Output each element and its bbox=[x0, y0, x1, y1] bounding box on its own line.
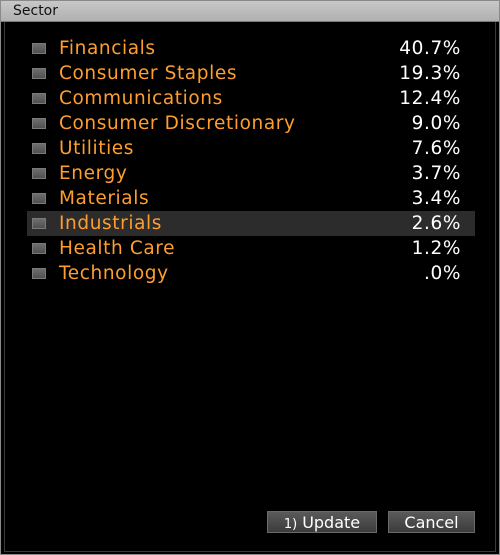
sector-label: Financials bbox=[59, 38, 156, 59]
sector-label: Health Care bbox=[59, 238, 176, 259]
sector-weight: 12.4% bbox=[399, 88, 461, 109]
sector-row-industrials[interactable]: Industrials 2.6% bbox=[27, 211, 475, 236]
checkbox[interactable] bbox=[32, 68, 46, 79]
update-label: Update bbox=[302, 513, 361, 532]
sector-weight: .0% bbox=[423, 263, 461, 284]
sector-row-financials[interactable]: Financials 40.7% bbox=[27, 36, 475, 61]
sector-row-consumer-discretionary[interactable]: Consumer Discretionary 9.0% bbox=[27, 111, 475, 136]
sector-row-technology[interactable]: Technology .0% bbox=[27, 261, 475, 286]
sector-label: Utilities bbox=[59, 138, 135, 159]
checkbox[interactable] bbox=[32, 218, 46, 229]
sector-row-health-care[interactable]: Health Care 1.2% bbox=[27, 236, 475, 261]
sector-row-consumer-staples[interactable]: Consumer Staples 19.3% bbox=[27, 61, 475, 86]
sector-weight: 2.6% bbox=[411, 213, 461, 234]
sector-row-materials[interactable]: Materials 3.4% bbox=[27, 186, 475, 211]
sector-label: Consumer Staples bbox=[59, 63, 238, 84]
checkbox[interactable] bbox=[32, 118, 46, 129]
checkbox[interactable] bbox=[32, 268, 46, 279]
checkbox[interactable] bbox=[32, 243, 46, 254]
dialog-title: Sector bbox=[1, 1, 499, 22]
sector-label: Consumer Discretionary bbox=[59, 113, 296, 134]
update-button[interactable]: 1) Update bbox=[267, 511, 377, 533]
sector-label: Communications bbox=[59, 88, 223, 109]
sector-row-communications[interactable]: Communications 12.4% bbox=[27, 86, 475, 111]
sector-label: Energy bbox=[59, 163, 128, 184]
checkbox[interactable] bbox=[32, 168, 46, 179]
sector-weight: 40.7% bbox=[399, 38, 461, 59]
sector-weight: 7.6% bbox=[411, 138, 461, 159]
checkbox[interactable] bbox=[32, 43, 46, 54]
update-shortcut-number: 1) bbox=[283, 517, 298, 532]
sector-list: Financials 40.7% Consumer Staples 19.3% … bbox=[27, 36, 475, 286]
sector-weight: 1.2% bbox=[411, 238, 461, 259]
sector-weight: 9.0% bbox=[411, 113, 461, 134]
sector-weight: 19.3% bbox=[399, 63, 461, 84]
sector-label: Industrials bbox=[59, 213, 163, 234]
checkbox[interactable] bbox=[32, 193, 46, 204]
sector-weight: 3.7% bbox=[411, 163, 461, 184]
sector-label: Materials bbox=[59, 188, 150, 209]
cancel-button[interactable]: Cancel bbox=[388, 511, 475, 533]
sector-row-energy[interactable]: Energy 3.7% bbox=[27, 161, 475, 186]
checkbox[interactable] bbox=[32, 93, 46, 104]
sector-label: Technology bbox=[59, 263, 169, 284]
cancel-label: Cancel bbox=[404, 513, 459, 532]
checkbox[interactable] bbox=[32, 143, 46, 154]
sector-panel: Financials 40.7% Consumer Staples 19.3% … bbox=[4, 22, 496, 552]
sector-row-utilities[interactable]: Utilities 7.6% bbox=[27, 136, 475, 161]
sector-weight: 3.4% bbox=[411, 188, 461, 209]
